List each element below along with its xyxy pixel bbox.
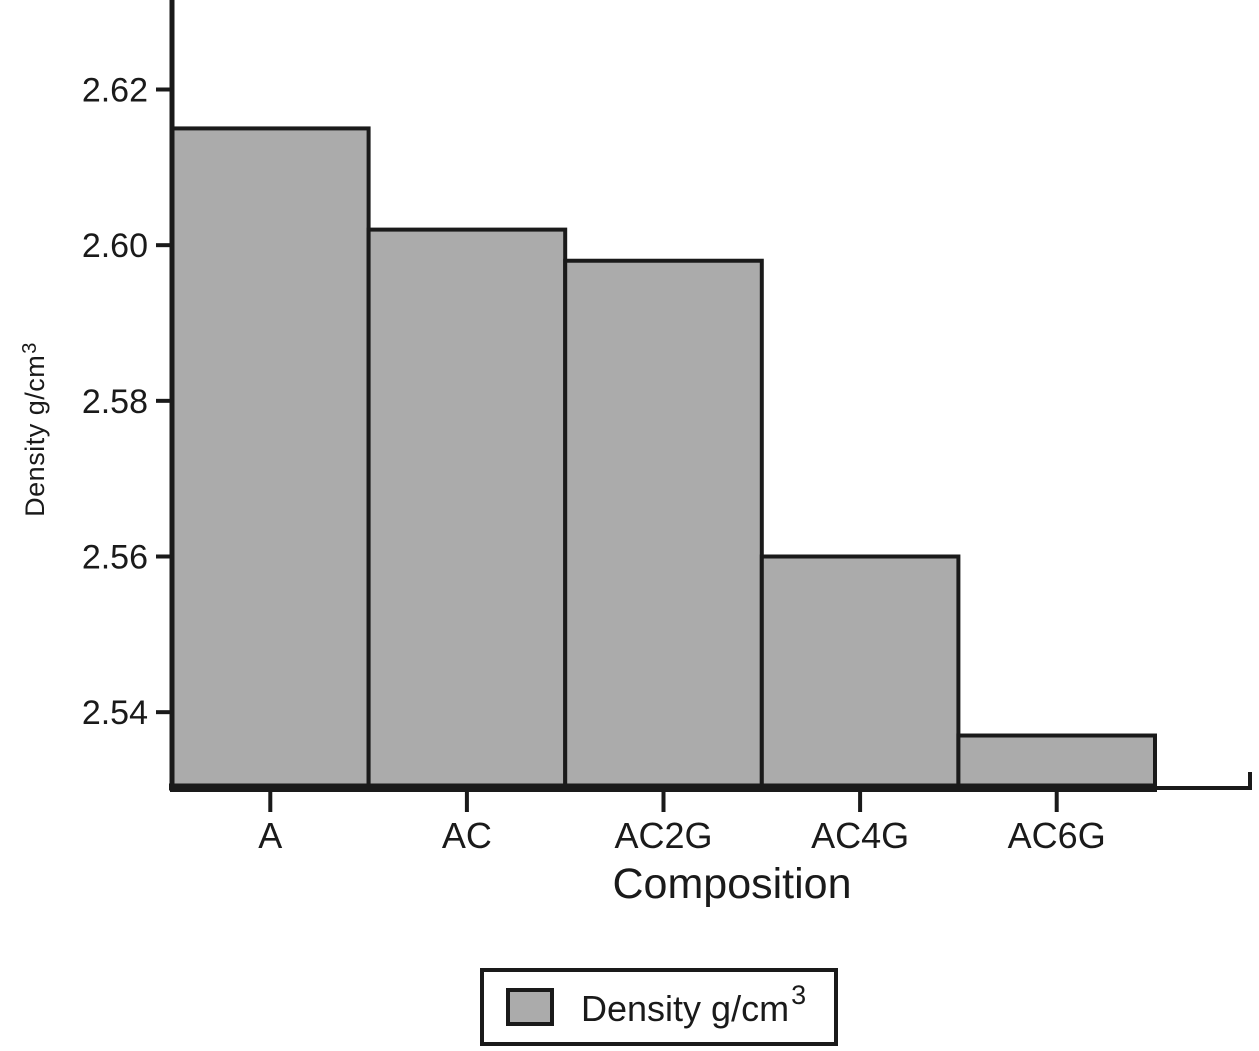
y-tick-label: 2.62 xyxy=(82,72,148,110)
bar-ac4g xyxy=(759,554,961,792)
bar-ac xyxy=(366,227,568,793)
x-tick-label-ac: AC xyxy=(442,815,492,856)
legend-label-superscript: 3 xyxy=(791,980,807,1010)
legend-swatch xyxy=(506,988,554,1026)
x-tick-label-ac2g: AC2G xyxy=(614,815,712,856)
legend-label: Density g/cm3 xyxy=(581,980,806,1030)
y-axis-title: Density g/cm3 xyxy=(17,342,51,517)
bar-ac6g xyxy=(956,733,1158,792)
y-tick-label: 2.60 xyxy=(82,227,148,265)
y-axis-title-superscript: 3 xyxy=(19,342,41,354)
y-tick-label: 2.56 xyxy=(82,539,148,577)
bar-ac2g xyxy=(563,258,764,793)
x-axis-title: Composition xyxy=(612,860,852,908)
y-tick-label: 2.58 xyxy=(82,383,148,421)
bar-a xyxy=(170,126,371,792)
legend-label-text: Density g/cm xyxy=(581,988,790,1029)
x-tick-label-a: A xyxy=(258,815,282,856)
y-tick-label: 2.54 xyxy=(82,694,148,732)
y-axis-title-text: Density g/cm xyxy=(20,354,50,517)
x-tick-label-ac4g: AC4G xyxy=(811,815,909,856)
legend: Density g/cm3 xyxy=(480,968,838,1046)
x-tick-label-ac6g: AC6G xyxy=(1008,815,1106,856)
